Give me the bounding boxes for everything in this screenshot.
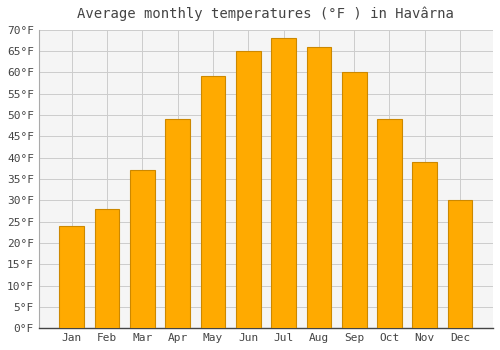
Bar xyxy=(236,51,260,328)
Bar xyxy=(94,209,120,328)
Bar xyxy=(60,226,84,328)
Bar xyxy=(166,119,190,328)
Bar xyxy=(306,47,331,328)
Bar xyxy=(200,77,226,328)
Title: Average monthly temperatures (°F ) in Havârna: Average monthly temperatures (°F ) in Ha… xyxy=(78,7,454,21)
Bar xyxy=(448,200,472,328)
Bar xyxy=(271,38,296,328)
Bar xyxy=(377,119,402,328)
Bar xyxy=(130,170,155,328)
Bar xyxy=(342,72,366,328)
Bar xyxy=(412,162,437,328)
